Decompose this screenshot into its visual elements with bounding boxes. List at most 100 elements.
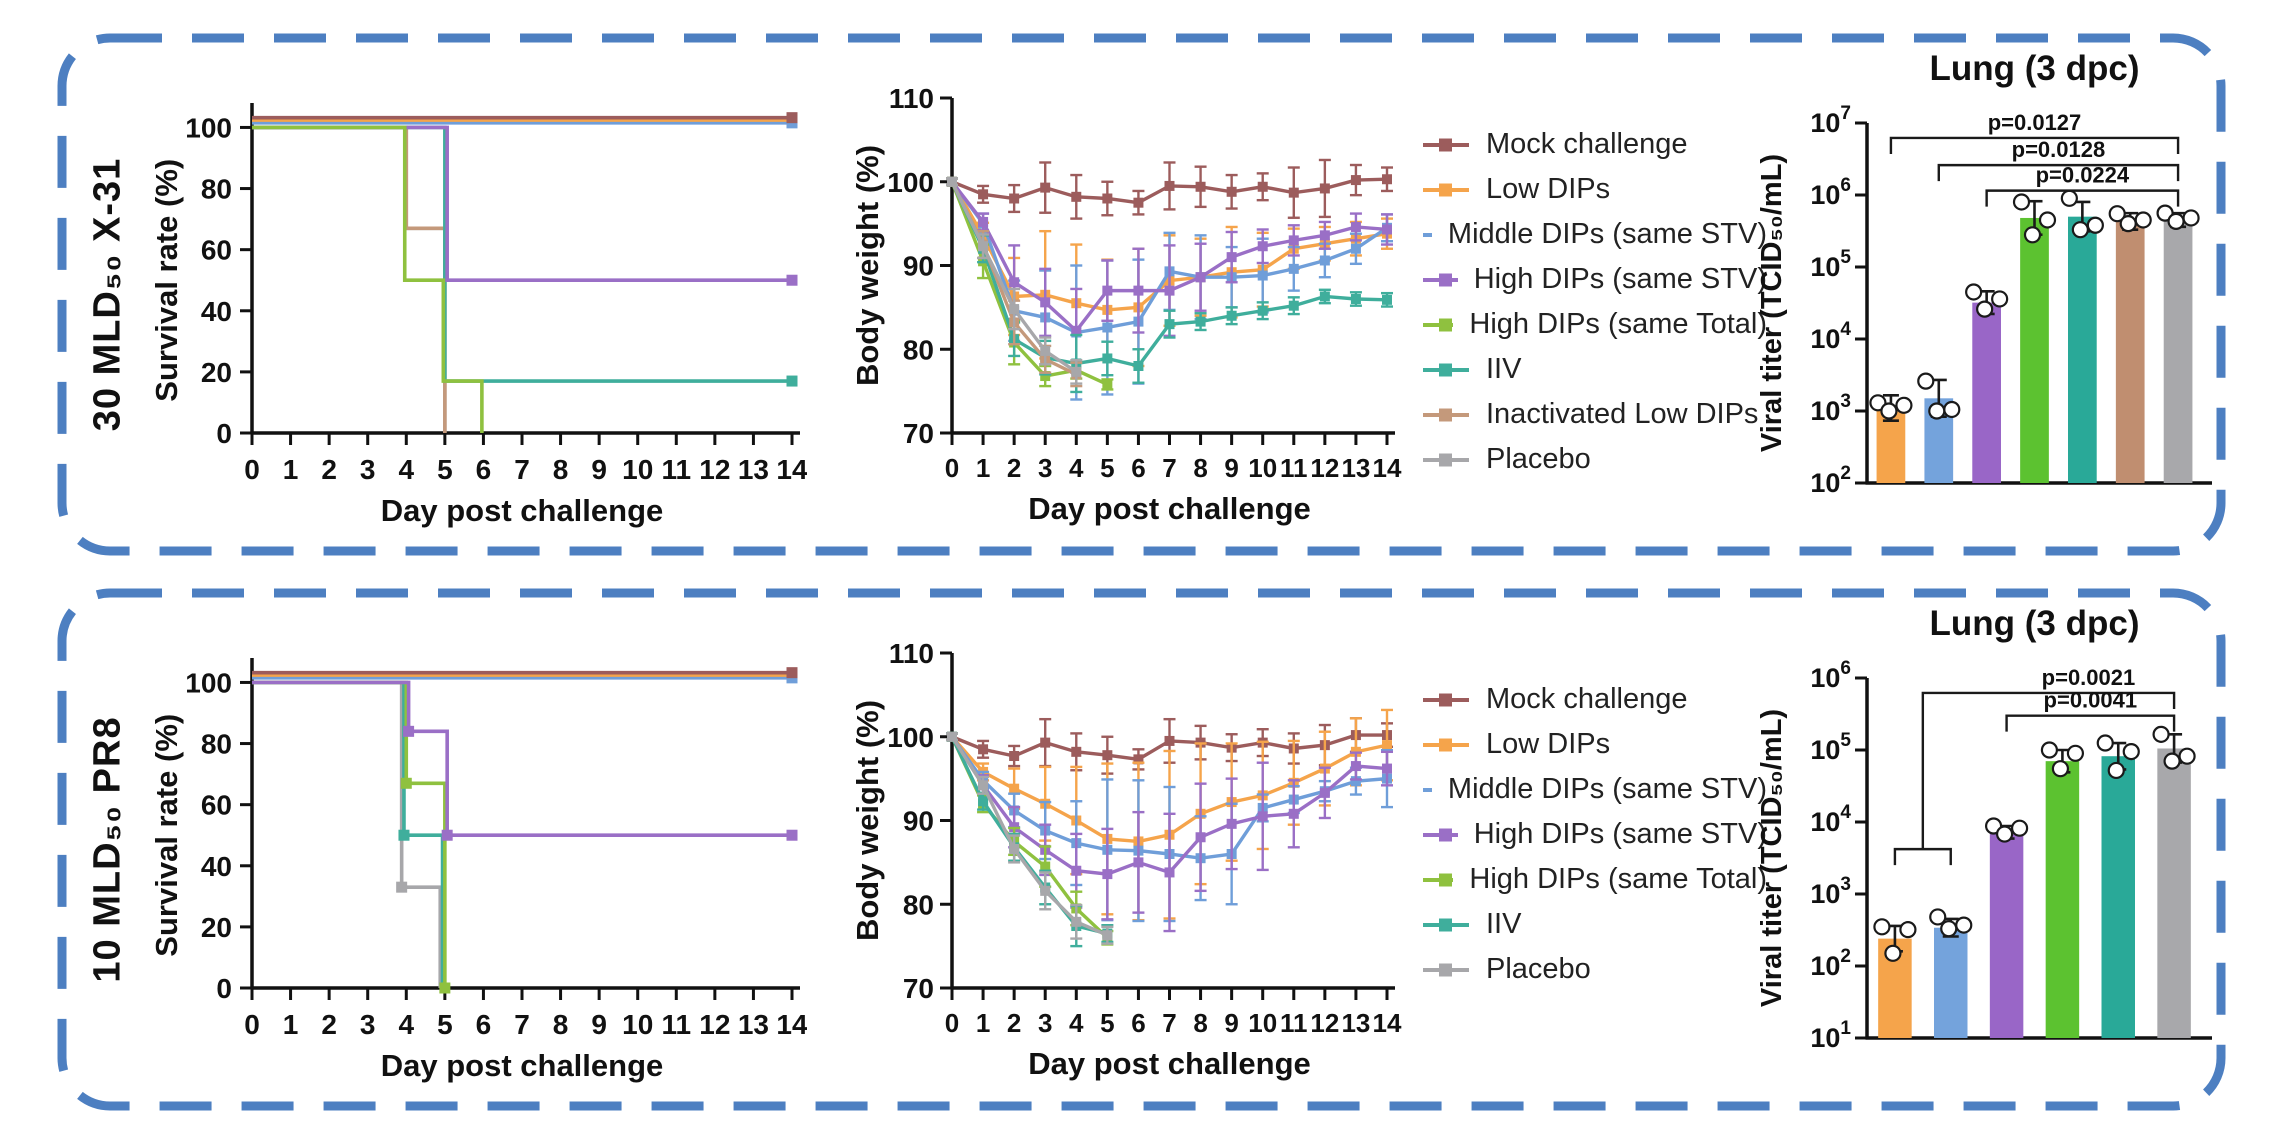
marker xyxy=(1040,861,1051,872)
legend-swatch-icon xyxy=(1423,787,1432,792)
marker xyxy=(1164,319,1175,330)
marker xyxy=(1040,885,1051,896)
marker xyxy=(1102,930,1113,941)
marker xyxy=(1164,867,1175,878)
x-tick-label: 5 xyxy=(1100,453,1114,483)
y-tick-label: 104 xyxy=(1810,319,1851,354)
y-tick-label: 104 xyxy=(1810,802,1851,837)
x-tick-label: 8 xyxy=(553,1009,569,1040)
legend-item-middle-dips-same-stv: Middle DIPs (same STV) xyxy=(1422,218,1767,251)
marker xyxy=(1133,857,1144,868)
y-tick-label: 20 xyxy=(201,912,232,943)
marker xyxy=(1040,737,1051,748)
marker-placebo xyxy=(396,881,408,893)
y-tick-label: 0 xyxy=(216,418,232,449)
marker xyxy=(1071,325,1082,336)
data-point-placebo xyxy=(2178,747,2196,765)
x-tick-label: 11 xyxy=(1280,1008,1308,1038)
p-value-label: p=0.0128 xyxy=(2012,137,2106,162)
x-tick-label: 9 xyxy=(1224,1008,1238,1038)
y-tick-label: 105 xyxy=(1810,730,1851,765)
y-tick-label: 80 xyxy=(201,174,232,205)
marker xyxy=(1226,186,1237,197)
x-tick-label: 0 xyxy=(945,1008,959,1038)
x-tick-label: 0 xyxy=(244,1009,260,1040)
marker xyxy=(1319,183,1330,194)
x-tick-label: 9 xyxy=(591,454,607,485)
marker xyxy=(978,780,989,791)
y-axis-title: Viral titer (TCID₅₀/mL) xyxy=(1757,709,1788,1007)
marker xyxy=(978,241,989,252)
bar-iiv xyxy=(2068,216,2097,483)
data-point-placebo xyxy=(2167,212,2185,230)
y-tick-label: 107 xyxy=(1810,103,1851,138)
x-tick-label: 5 xyxy=(437,454,453,485)
legend-label: Low DIPs xyxy=(1486,173,1611,205)
marker-high-dips-same-stv xyxy=(786,829,798,841)
y-tick-label: 103 xyxy=(1810,391,1851,426)
x-axis-title: Day post challenge xyxy=(1028,491,1311,526)
p-value-label: p=0.0041 xyxy=(2044,688,2138,713)
y-tick-label: 100 xyxy=(887,167,934,198)
legend-label: High DIPs (same STV) xyxy=(1473,263,1767,295)
y-axis-title: Viral titer (TCID₅₀/mL) xyxy=(1757,154,1788,452)
marker xyxy=(1350,221,1361,232)
x-tick-label: 4 xyxy=(1069,1008,1084,1038)
panel-row-label: 10 MLD₅₀ PR8 xyxy=(65,588,151,1111)
legend-swatch-icon xyxy=(1423,408,1469,421)
legend-label: High DIPs (same Total) xyxy=(1469,308,1767,340)
data-point-middle-dips-same-stv xyxy=(1955,916,1973,934)
data-point-iiv xyxy=(2122,743,2140,761)
marker xyxy=(1102,750,1113,761)
x-tick-label: 14 xyxy=(1373,1008,1402,1038)
x-tick-label: 12 xyxy=(1310,453,1339,483)
marker xyxy=(1319,255,1330,266)
x-tick-label: 4 xyxy=(398,1009,414,1040)
marker-high-dips-same-stv xyxy=(441,829,453,841)
legend-item-mock-challenge: Mock challenge xyxy=(1422,683,1767,716)
data-point-high-dips-same-total xyxy=(2040,741,2059,759)
legend-label: High DIPs (same Total) xyxy=(1469,863,1767,895)
marker xyxy=(1009,783,1020,794)
data-point-low-dips xyxy=(1880,402,1898,420)
data-point-iiv xyxy=(2071,221,2089,239)
bar-high-dips-same-total xyxy=(2020,217,2049,484)
bar-inactivated-low-dips xyxy=(2115,221,2145,484)
x-tick-label: 2 xyxy=(321,1009,337,1040)
marker xyxy=(1102,322,1113,333)
x-tick-label: 1 xyxy=(976,1008,990,1038)
legend-label: IIV xyxy=(1486,908,1522,940)
x-tick-label: 8 xyxy=(1193,453,1207,483)
legend-swatch-icon xyxy=(1423,138,1469,151)
marker-iiv xyxy=(398,829,410,841)
series-placebo xyxy=(946,731,1114,945)
x-tick-label: 14 xyxy=(776,454,807,485)
marker xyxy=(978,796,989,807)
legend-item-low-dips: Low DIPs xyxy=(1422,173,1767,206)
data-point-high-dips-same-total xyxy=(2038,211,2057,229)
viral-titer-chart-pr8: Lung (3 dpc) 101 102 103 104 105 106 Viral tite… xyxy=(1757,604,2212,1053)
marker-mock-challenge xyxy=(786,112,798,124)
marker xyxy=(978,744,989,755)
marker xyxy=(1071,366,1082,377)
marker xyxy=(1382,174,1392,185)
legend-label: Mock challenge xyxy=(1486,128,1688,160)
marker xyxy=(1133,361,1144,371)
legend-swatch-icon xyxy=(1423,363,1469,376)
chart-title: Lung (3 dpc) xyxy=(1930,49,2140,88)
marker xyxy=(1040,182,1051,193)
x-tick-label: 2 xyxy=(1007,1008,1021,1038)
y-tick-label: 40 xyxy=(201,851,232,882)
x-tick-label: 7 xyxy=(1162,1008,1176,1038)
data-point-low-dips xyxy=(1884,944,1902,962)
legend-swatch-icon xyxy=(1423,828,1458,841)
x-tick-label: 14 xyxy=(776,1009,807,1040)
legend-item-iiv: IIV xyxy=(1422,353,1767,386)
series-line xyxy=(950,735,1109,937)
series-mock-challenge xyxy=(946,158,1393,220)
y-tick-label: 106 xyxy=(1810,658,1851,693)
p-value-label: p=0.0224 xyxy=(2036,163,2130,188)
marker xyxy=(978,216,989,227)
legend-label: Middle DIPs (same STV) xyxy=(1447,773,1767,805)
